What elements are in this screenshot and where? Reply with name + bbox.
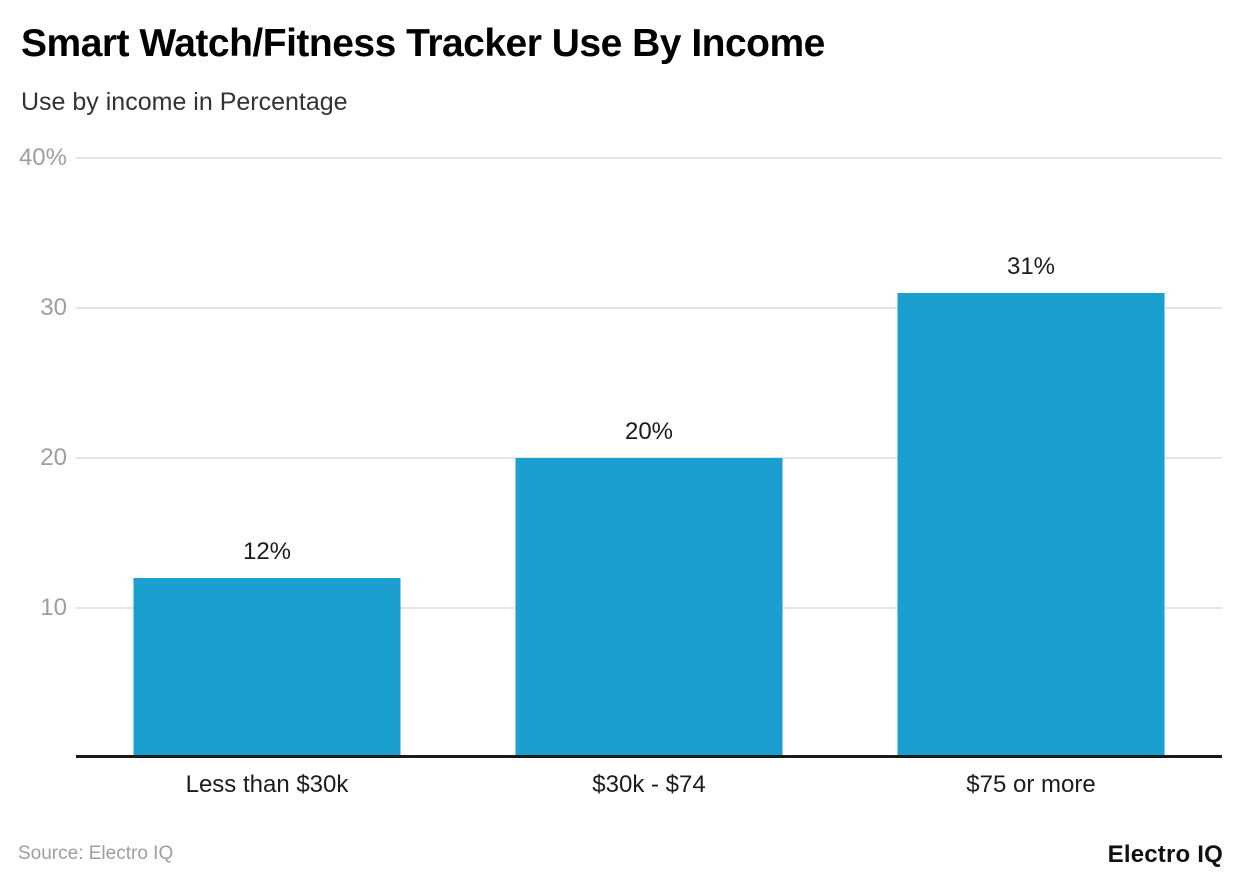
bar xyxy=(515,458,783,755)
bar-column: 12% Less than $30k xyxy=(76,158,458,798)
y-axis-tick-label: 10 xyxy=(40,594,67,621)
gridline xyxy=(76,307,1222,309)
bars-layer: 12% Less than $30k 20% $30k - $74 31% $75 or … xyxy=(76,158,1222,798)
x-axis-category-label: $75 or more xyxy=(966,771,1096,798)
bar-value-label: 12% xyxy=(242,538,292,565)
bar-column: 20% $30k - $74 xyxy=(458,158,840,798)
y-axis-tick-label: 40% xyxy=(18,144,67,171)
gridline xyxy=(76,157,1222,159)
brand-logo: Electro IQ xyxy=(1107,841,1223,868)
bar-value-label: 20% xyxy=(624,418,674,445)
x-axis-category-label: Less than $30k xyxy=(185,771,349,798)
bar-column: 31% $75 or more xyxy=(840,158,1222,798)
y-axis-tick-label: 30 xyxy=(40,294,67,321)
chart-subtitle: Use by income in Percentage xyxy=(21,88,348,116)
plot-area: 40% 30 20 10 12% Less than $30k 20% $30k - $74… xyxy=(0,144,1240,798)
x-axis-category-label: $30k - $74 xyxy=(592,771,706,798)
bar xyxy=(133,578,401,755)
y-axis-tick-label: 20 xyxy=(40,444,67,471)
bar xyxy=(897,293,1165,755)
source-note: Source: Electro IQ xyxy=(18,843,174,864)
x-axis-line xyxy=(76,755,1222,758)
bar-value-label: 31% xyxy=(1006,253,1056,280)
chart-title: Smart Watch/Fitness Tracker Use By Incom… xyxy=(21,22,825,65)
